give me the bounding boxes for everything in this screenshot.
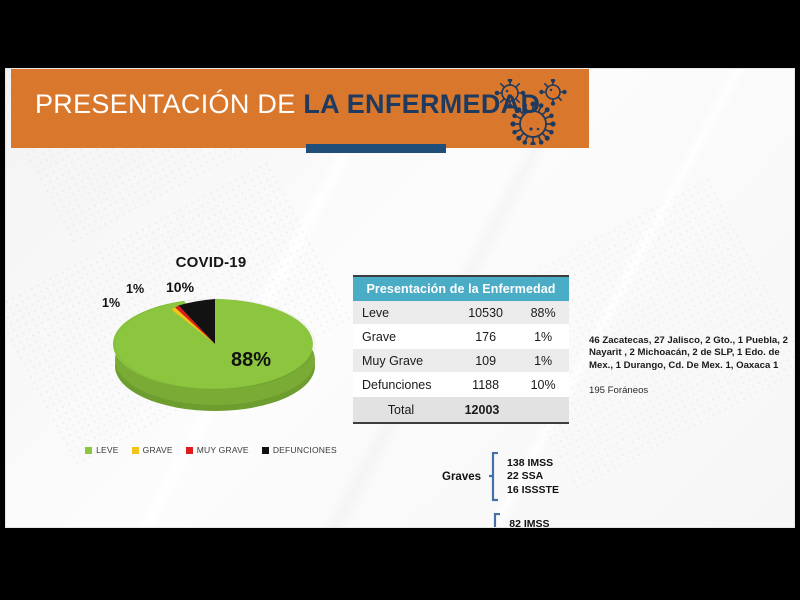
legend-swatch-grave	[131, 446, 139, 454]
muy-graves-breakdown: Muy graves 82 IMSS 24 SSA 03 ISSSTE	[420, 513, 561, 528]
bracket-icon	[490, 513, 502, 527]
pie-chart: COVID-19	[66, 254, 356, 454]
bracket-icon	[488, 452, 500, 502]
pie-chart-title: COVID-19	[175, 254, 247, 271]
pie-label-leve: 88%	[231, 349, 272, 371]
pie-slice-defunciones	[178, 299, 215, 344]
page-title-light: PRESENTACIÓN DE	[35, 89, 304, 119]
virus-icon-small-right	[539, 78, 567, 106]
pie-chart-graphic	[112, 298, 316, 411]
pie-label-muy-grave: 1%	[126, 282, 145, 296]
table-cell-pct: 10%	[530, 377, 556, 392]
table-cell-value: 109	[475, 353, 497, 368]
table-row: Leve 10530 88%	[353, 301, 569, 325]
graves-breakdown: Graves 138 IMSS 22 SSA 16 ISSSTE	[442, 452, 559, 502]
table-row: Defunciones 1188 10%	[353, 373, 569, 397]
table-cell-name: Defunciones	[362, 377, 432, 392]
table-cell-pct: 88%	[530, 305, 556, 320]
virus-icon-large	[510, 101, 556, 147]
header-bar: PRESENTACIÓN DE LA ENFERMEDAD	[11, 69, 589, 148]
muy-graves-lines: 82 IMSS 24 SSA 03 ISSSTE	[509, 517, 561, 528]
graves-line-imss: 138 IMSS	[507, 456, 554, 469]
state-breakdown-note: 46 Zacatecas, 27 Jalisco, 2 Gto., 1 Pueb…	[589, 335, 789, 396]
slide-canvas: PRESENTACIÓN DE LA ENFERMEDAD	[5, 68, 795, 528]
graves-line-ssa: 22 SSA	[507, 470, 544, 483]
page-title: PRESENTACIÓN DE LA ENFERMEDAD	[35, 89, 540, 120]
graves-label: Graves	[442, 471, 482, 483]
page-title-bold: LA ENFERMEDAD	[303, 89, 541, 119]
pie-slice-grave	[171, 307, 215, 344]
legend-label-defunciones: DEFUNCIONES	[272, 445, 337, 455]
legend-item-leve: LEVE	[85, 445, 119, 455]
table-cell-pct: 1%	[534, 329, 553, 344]
table-cell-name: Muy Grave	[362, 353, 424, 368]
virus-icon-small-left	[494, 77, 526, 109]
table-cell-name: Grave	[362, 329, 397, 344]
muy-graves-line-imss: 82 IMSS	[509, 517, 550, 528]
table-cell-pct: 1%	[534, 353, 553, 368]
table-cell-total-value: 12003	[464, 402, 500, 417]
graves-line-issste: 16 ISSSTE	[507, 483, 559, 496]
legend-item-defunciones: DEFUNCIONES	[261, 445, 337, 455]
legend-label-muy-grave: MUY GRAVE	[196, 445, 249, 455]
table-header: Presentación de la Enfermedad	[353, 277, 569, 301]
legend-swatch-defunciones	[261, 446, 269, 454]
pie-label-grave: 1%	[102, 296, 121, 310]
state-list-text: 46 Zacatecas, 27 Jalisco, 2 Gto., 1 Pueb…	[589, 335, 788, 371]
legend-swatch-leve	[85, 446, 93, 454]
legend-item-grave: GRAVE	[131, 445, 173, 455]
legend-label-grave: GRAVE	[142, 445, 173, 455]
foraneos-text: 195 Foráneos	[589, 385, 649, 397]
pie-label-defunciones: 10%	[166, 279, 195, 295]
table-cell-value: 1188	[472, 377, 500, 392]
pie-slice-leve	[112, 299, 313, 389]
table-total-row: Total 12003	[353, 397, 569, 424]
table-cell-name: Leve	[362, 305, 390, 320]
table-cell-value: 176	[475, 329, 497, 344]
virus-icon-group	[489, 77, 589, 147]
graves-lines: 138 IMSS 22 SSA 16 ISSSTE	[507, 457, 559, 498]
table-cell-total-label: Total	[387, 402, 415, 417]
table-row: Grave 176 1%	[353, 325, 569, 349]
legend-swatch-muy-grave	[185, 446, 193, 454]
table-cell-value: 10530	[468, 305, 503, 320]
legend-item-muy-grave: MUY GRAVE	[185, 445, 249, 455]
header-accent-underline	[306, 144, 446, 153]
pie-chart-legend: LEVE GRAVE MUY GRAVE DEFUNCIONES	[66, 445, 356, 455]
legend-label-leve: LEVE	[96, 445, 119, 455]
table-row: Muy Grave 109 1%	[353, 349, 569, 373]
pie-top-face	[112, 298, 316, 390]
pie-slice-muy-grave	[175, 305, 215, 344]
presentation-table: Presentación de la Enfermedad Leve 10530…	[353, 275, 569, 424]
